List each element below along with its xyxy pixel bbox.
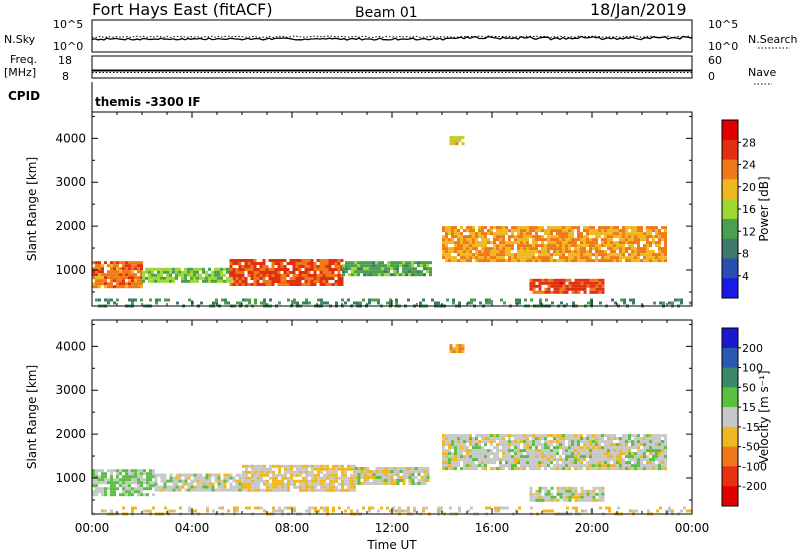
colorbar-tick-label: 8 bbox=[742, 248, 749, 261]
colorbar-tick-label: -100 bbox=[742, 460, 767, 473]
colorbar-tick-label: -15 bbox=[742, 421, 760, 434]
nsky-trace bbox=[91, 35, 693, 41]
data-region bbox=[154, 473, 245, 492]
nsearch-tick-top: 10^5 bbox=[708, 18, 738, 31]
x-tick-label: 00:00 bbox=[75, 521, 110, 535]
nsky-panel bbox=[91, 19, 693, 53]
colorbar-tick-label: 4 bbox=[742, 270, 749, 283]
beam-label: Beam 01 bbox=[355, 5, 418, 21]
data-region bbox=[342, 261, 432, 277]
x-tick-label: 20:00 bbox=[575, 521, 610, 535]
colorbar-tick-label: 28 bbox=[742, 136, 756, 149]
data-region bbox=[354, 467, 430, 485]
y-tick-label: 4000 bbox=[55, 339, 86, 353]
y-tick-label: 3000 bbox=[55, 383, 86, 397]
freq-tick-bottom: 8 bbox=[62, 70, 69, 83]
data-region bbox=[442, 434, 667, 471]
x-axis-label: Time UT bbox=[366, 538, 417, 552]
y-tick-label: 2000 bbox=[55, 219, 86, 233]
colorbar-segment bbox=[722, 407, 738, 428]
colorbar-segment bbox=[722, 238, 738, 259]
station-title: Fort Hays East (fitACF) bbox=[92, 0, 273, 19]
colorbar-tick-label: 15 bbox=[742, 401, 756, 414]
x-tick-label: 12:00 bbox=[375, 521, 410, 535]
x-tick-label: 16:00 bbox=[475, 521, 510, 535]
colorbar-tick-label: 12 bbox=[742, 225, 756, 238]
date-label: 18/Jan/2019 bbox=[590, 0, 687, 19]
colorbar-segment bbox=[722, 347, 738, 369]
colorbar-frame bbox=[721, 327, 739, 507]
colorbar-tick-label: 16 bbox=[742, 203, 756, 216]
y-tick-label: 1000 bbox=[55, 263, 86, 277]
colorbar-segment bbox=[722, 120, 738, 141]
nave-tick-top: 60 bbox=[708, 54, 722, 67]
nsearch-trace bbox=[92, 35, 693, 39]
data-region bbox=[229, 259, 344, 286]
y-axis-label: Slant Range [km] bbox=[25, 365, 39, 469]
freq-tick-top: 18 bbox=[58, 54, 72, 67]
nave-tick-bottom: 0 bbox=[708, 70, 715, 83]
power-panel: 1000 2000 3000 4000 Slant Range [km] 28 24 20 16… bbox=[25, 111, 771, 308]
colorbar-tick-label: 200 bbox=[742, 342, 763, 355]
colorbar-segment bbox=[722, 139, 738, 161]
y-tick-label: 3000 bbox=[55, 175, 86, 189]
colorbar-segment bbox=[722, 218, 738, 240]
nsky-label: N.Sky bbox=[4, 33, 36, 46]
freq-panel bbox=[91, 55, 693, 79]
cpid-label: CPID bbox=[8, 89, 40, 103]
velocity-panel: 1000 2000 3000 4000 Slant Range [km] 200 100 50… bbox=[25, 319, 771, 516]
nsky-tick-bottom: 10^0 bbox=[53, 40, 83, 53]
colorbar-segment bbox=[722, 278, 738, 299]
data-region bbox=[442, 226, 667, 263]
colorbar-segment bbox=[722, 387, 738, 408]
data-region bbox=[242, 464, 356, 492]
cpid-value: themis -3300 IF bbox=[95, 95, 201, 109]
colorbar-segment bbox=[722, 367, 738, 388]
nsearch-tick-bottom: 10^0 bbox=[708, 40, 738, 53]
colorbar-label: Velocity [m s⁻¹] bbox=[757, 370, 771, 463]
x-tick-label: 08:00 bbox=[275, 521, 310, 535]
y-tick-label: 1000 bbox=[55, 471, 86, 485]
colorbar-segment bbox=[722, 426, 738, 448]
y-tick-label: 2000 bbox=[55, 427, 86, 441]
x-tick-label: 04:00 bbox=[175, 521, 210, 535]
y-axis-label: Slant Range [km] bbox=[25, 157, 39, 261]
data-region bbox=[449, 136, 465, 146]
colorbar-segment bbox=[722, 466, 738, 487]
data-region bbox=[449, 344, 465, 354]
data-region bbox=[142, 267, 232, 283]
freq-label: Freq. bbox=[10, 53, 37, 66]
colorbar-segment bbox=[722, 446, 738, 467]
colorbar-tick-label: 20 bbox=[742, 181, 756, 194]
colorbar-segment bbox=[722, 258, 738, 279]
data-region bbox=[529, 486, 605, 502]
data-region bbox=[92, 261, 143, 289]
data-region bbox=[92, 469, 155, 497]
colorbar-segment bbox=[722, 159, 738, 180]
nave-label: Nave bbox=[748, 66, 776, 79]
y-tick-label: 4000 bbox=[55, 131, 86, 145]
colorbar-segment bbox=[722, 328, 738, 349]
colorbar-segment bbox=[722, 199, 738, 220]
freq-unit: [MHz] bbox=[4, 66, 36, 79]
colorbar-segment bbox=[722, 486, 738, 507]
colorbar-segment bbox=[722, 179, 738, 200]
colorbar-tick-label: -200 bbox=[742, 480, 767, 493]
time-axis: 00:00 04:00 08:00 12:00 16:00 20:00 00:00 Time … bbox=[75, 521, 710, 552]
nsky-tick-top: 10^5 bbox=[53, 18, 83, 31]
colorbar-tick-label: 100 bbox=[742, 362, 763, 375]
data-region bbox=[529, 278, 605, 294]
colorbar-tick-label: 50 bbox=[742, 381, 756, 394]
colorbar-label: Power [dB] bbox=[757, 176, 771, 241]
nsearch-label: N.Search bbox=[748, 33, 798, 46]
colorbar-tick-label: -50 bbox=[742, 441, 760, 454]
x-tick-label: 00:00 bbox=[675, 521, 710, 535]
colorbar-tick-label: 24 bbox=[742, 159, 756, 172]
